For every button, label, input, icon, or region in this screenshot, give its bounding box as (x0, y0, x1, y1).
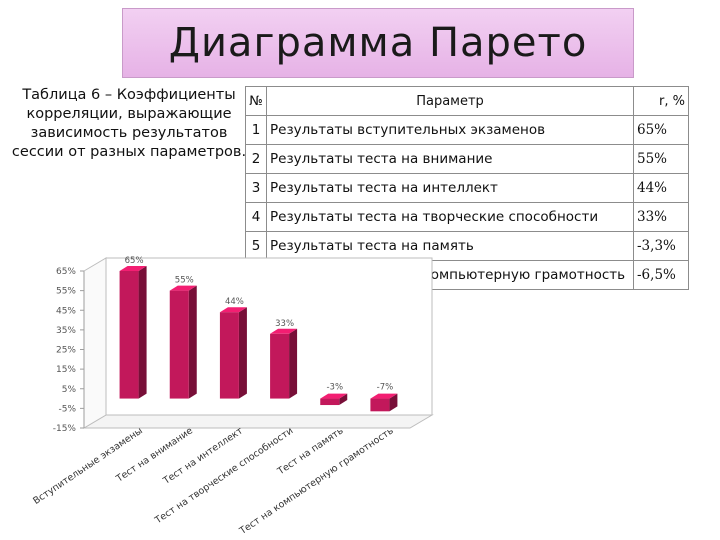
table-row: 5 Результаты теста на память -3,3% (245, 231, 689, 261)
bar-0 (119, 271, 139, 399)
row-value: 55% (633, 144, 689, 174)
table-row: 4 Результаты теста на творческие способн… (245, 202, 689, 232)
y-tick-label: 45% (56, 306, 76, 316)
title-banner: Диаграмма Парето (122, 8, 634, 78)
row-parameter: Результаты теста на творческие способнос… (266, 202, 634, 232)
bar-2 (219, 312, 239, 399)
header-parameter: Параметр (266, 86, 634, 116)
pareto-chart: 65% 55% 45% 35% 25% 15% 5% -5% -15% 65% Вступитель… (0, 238, 440, 540)
table-header-row: № Параметр r, % (245, 86, 689, 116)
bar-side-5 (389, 393, 398, 412)
y-tick-label: -15% (53, 424, 77, 434)
y-tick-label: 35% (56, 326, 76, 336)
table-caption: Таблица 6 – Коэффициенты корреляции, выр… (11, 87, 247, 160)
table-row: 2 Результаты теста на внимание 55% (245, 144, 689, 174)
bar-side-1 (188, 285, 197, 399)
bar-top-2 (219, 307, 247, 313)
table-row: 1 Результаты вступительных экзаменов 65% (245, 115, 689, 145)
bar-top-3 (270, 328, 298, 334)
chart-svg: 65%55%45%35%25%15%5%-5%-15%65%Вступитель… (31, 256, 434, 537)
row-value: 33% (633, 202, 689, 232)
header-number: № (245, 86, 267, 116)
row-parameter: Результаты теста на внимание (266, 144, 634, 174)
bar-5 (370, 398, 390, 412)
bar-top-5 (370, 393, 398, 399)
data-label-4: -3% (326, 383, 343, 393)
bar-side-4 (339, 393, 348, 406)
data-label-2: 44% (225, 297, 244, 307)
bar-4 (320, 398, 340, 406)
y-tick-label: 5% (62, 385, 77, 395)
bar-top-0 (119, 266, 147, 271)
bar-side-3 (289, 328, 298, 399)
parameters-table: № Параметр r, % 1 Результаты вступительн… (245, 86, 689, 290)
category-label-2: Тест на интеллект (161, 425, 246, 487)
y-tick-label: -5% (58, 404, 76, 414)
row-number: 4 (245, 202, 267, 232)
bar-side-0 (138, 266, 147, 399)
bar-top-1 (169, 285, 197, 291)
data-label-0: 65% (125, 256, 144, 266)
row-parameter: Результаты вступительных экзаменов (266, 115, 634, 145)
data-label-3: 33% (275, 319, 294, 329)
data-label-5: -7% (377, 383, 394, 393)
row-value: 44% (633, 173, 689, 203)
row-value: 65% (633, 115, 689, 145)
y-tick-label: 55% (56, 287, 76, 297)
data-label-1: 55% (175, 276, 194, 286)
row-number: 1 (245, 115, 267, 145)
row-number: 3 (245, 173, 267, 203)
bar-top-4 (320, 393, 348, 399)
bar-3 (270, 333, 290, 399)
y-tick-label: 65% (56, 267, 76, 277)
row-parameter: Результаты теста на память (266, 231, 634, 261)
row-number: 2 (245, 144, 267, 174)
slide-title: Диаграмма Парето (168, 20, 588, 66)
bar-1 (169, 290, 189, 399)
bar-side-2 (238, 307, 247, 399)
chart-side-wall (83, 257, 107, 429)
table-row: 3 Результаты теста на интеллект 44% (245, 173, 689, 203)
row-value: -3,3% (633, 231, 689, 261)
row-parameter: Результаты теста на интеллект (266, 173, 634, 203)
header-value: r, % (633, 86, 689, 116)
row-value: -6,5% (633, 260, 689, 290)
y-tick-label: 25% (56, 346, 76, 356)
y-tick-label: 15% (56, 365, 76, 375)
